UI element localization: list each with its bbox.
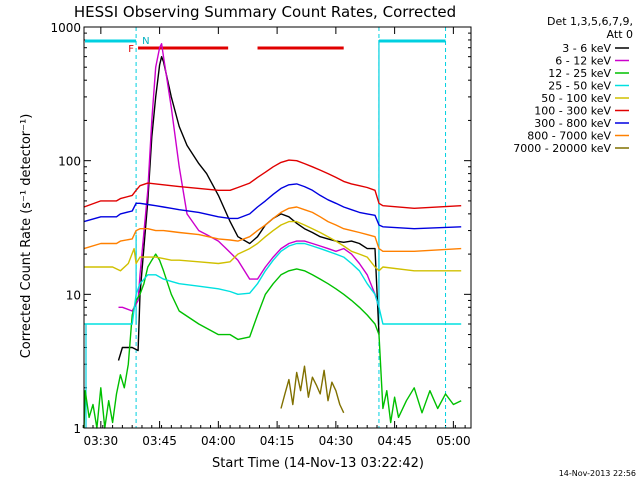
series-7000-20000-kev: [280, 365, 345, 414]
flare-flag-label: F: [128, 44, 134, 55]
legend-header-2: Att 0: [607, 28, 633, 41]
y-tick-label: 10: [66, 288, 81, 302]
observing-flags: FN: [85, 27, 447, 428]
legend-label: 3 - 6 keV: [562, 42, 611, 55]
series-50-100-kev: [84, 220, 462, 272]
y-axis-label: Corrected Count Rate (s⁻¹ detector⁻¹): [19, 114, 34, 359]
y-tick-label: 1: [73, 422, 81, 436]
legend-label: 7000 - 20000 keV: [513, 142, 611, 155]
x-tick-label: 04:30: [319, 434, 354, 448]
y-tick-label: 1000: [50, 21, 81, 35]
x-axis-label: Start Time (14-Nov-13 03:22:42): [212, 456, 424, 471]
chart-title: HESSI Observing Summary Count Rates, Cor…: [74, 3, 456, 21]
series-12-25-kev: [83, 253, 462, 429]
footer-timestamp: 14-Nov-2013 22:56: [559, 469, 636, 478]
legend-label: 25 - 50 keV: [548, 80, 611, 93]
plot-frame: [83, 26, 472, 429]
x-tick-label: 04:45: [377, 434, 412, 448]
night-flag-label: N: [142, 36, 149, 47]
x-tick-label: 03:30: [84, 434, 119, 448]
legend-header-1: Det 1,3,5,6,7,9,: [547, 15, 633, 28]
y-tick-label: 100: [58, 155, 81, 169]
legend-label: 50 - 100 keV: [541, 92, 611, 105]
x-tick-label: 04:00: [201, 434, 236, 448]
series-lines: [83, 43, 462, 429]
series-6-12-kev: [118, 43, 380, 312]
series-300-800-kev: [83, 183, 462, 230]
legend-label: 12 - 25 keV: [548, 67, 611, 80]
x-tick-label: 03:45: [142, 434, 177, 448]
series-100-300-kev: [83, 159, 462, 210]
legend-label: 6 - 12 keV: [555, 55, 611, 68]
x-tick-label: 04:15: [260, 434, 295, 448]
axis-ticks: 03:30 03:45 04:00 04:15 04:30 04:45 05:00 1 10 10…: [50, 21, 471, 448]
legend-label: 300 - 800 keV: [534, 117, 611, 130]
series-800-7000-kev: [83, 206, 462, 253]
x-tick-label: 05:00: [436, 434, 471, 448]
legend-label: 100 - 300 keV: [534, 105, 611, 118]
legend-label: 800 - 7000 keV: [527, 130, 611, 143]
series-25-50-kev: [84, 242, 462, 325]
